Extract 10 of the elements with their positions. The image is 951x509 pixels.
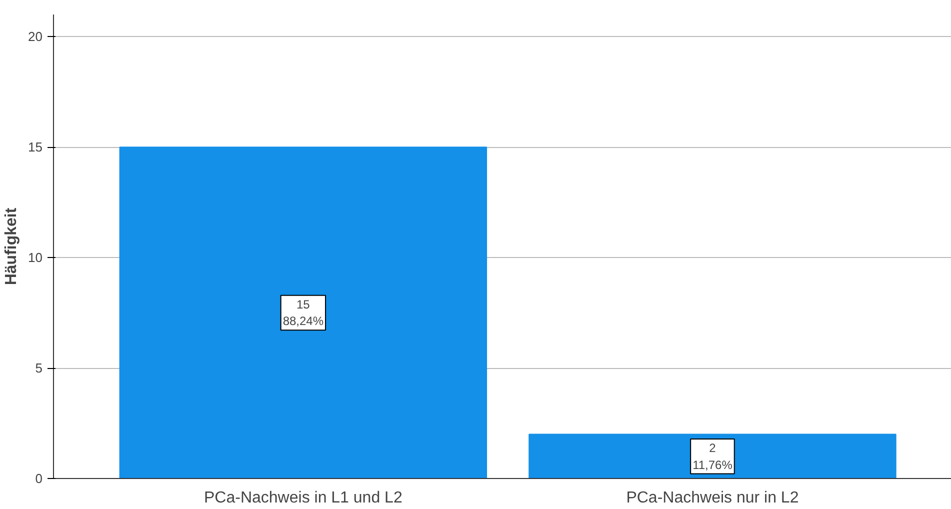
y-tick-label: 5 bbox=[35, 360, 43, 376]
y-tick-label: 0 bbox=[35, 471, 43, 486]
data-label: 15 88,24% bbox=[282, 297, 324, 328]
y-axis-title: Häufigkeit bbox=[3, 207, 20, 286]
data-label: 2 11,76% bbox=[692, 441, 733, 472]
x-tick-label: PCa-Nachweis in L1 und L2 bbox=[204, 490, 402, 506]
y-tick-label: 15 bbox=[28, 140, 43, 155]
y-tick-label: 20 bbox=[28, 29, 43, 44]
x-tick-label: PCa-Nachweis nur in L2 bbox=[626, 490, 799, 506]
y-tick-label: 10 bbox=[28, 250, 43, 266]
